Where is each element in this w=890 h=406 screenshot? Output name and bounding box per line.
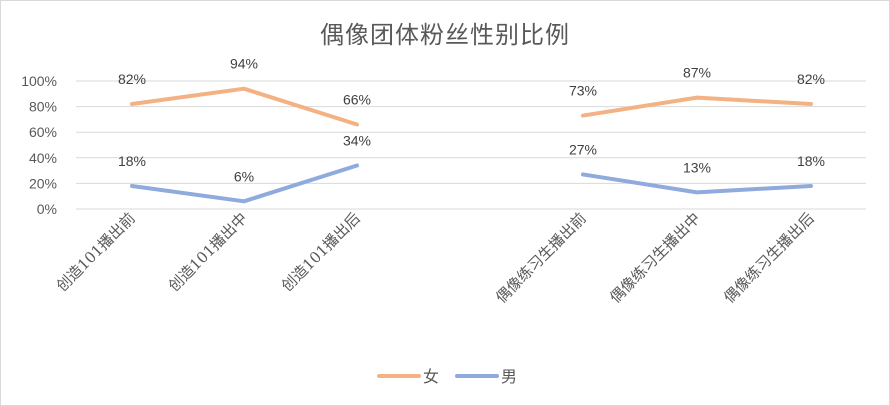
data-label: 6% — [234, 168, 254, 184]
data-label: 13% — [683, 159, 711, 175]
data-label: 34% — [343, 132, 371, 148]
chart-title: 偶像团体粉丝性别比例 — [320, 21, 570, 49]
x-category-label: 创造101播出中 — [165, 209, 251, 295]
y-tick-label: 40% — [29, 150, 57, 166]
x-axis: 创造101播出前 创造101播出中 创造101播出后 偶像练习生播出前 偶像练习生播出中… — [53, 209, 818, 307]
data-label: 73% — [569, 83, 597, 99]
series-line-male — [581, 172, 813, 195]
x-category-label: 创造101播出后 — [278, 209, 364, 295]
y-tick-label: 0% — [37, 201, 57, 217]
y-axis: 0% 20% 40% 60% 80% 100% — [21, 73, 57, 217]
data-labels: 82% 94% 66% 73% 87% 82% 18% 6% 34% 27% 13% 18% — [118, 56, 825, 185]
series-line-female — [581, 95, 813, 118]
series-lines — [130, 86, 813, 204]
legend-label: 男 — [501, 367, 517, 386]
x-category-label: 偶像练习生播出中 — [606, 209, 704, 307]
y-tick-label: 60% — [29, 124, 57, 140]
data-label: 82% — [797, 71, 825, 87]
legend-label: 女 — [423, 367, 439, 386]
x-category-label: 偶像练习生播出前 — [492, 209, 590, 307]
data-label: 66% — [343, 92, 371, 108]
series-line-male — [130, 163, 359, 204]
gridlines — [76, 80, 866, 210]
x-category-label: 创造101播出前 — [53, 209, 139, 295]
x-category-label: 偶像练习生播出后 — [720, 209, 818, 307]
y-tick-label: 100% — [21, 73, 57, 89]
y-tick-label: 80% — [29, 99, 57, 115]
data-label: 27% — [569, 141, 597, 157]
data-label: 18% — [118, 153, 146, 169]
data-label: 82% — [118, 71, 146, 87]
data-label: 18% — [797, 153, 825, 169]
legend: 女男 — [377, 367, 517, 386]
y-tick-label: 20% — [29, 175, 57, 191]
series-line-female — [130, 86, 359, 127]
data-label: 87% — [683, 65, 711, 81]
data-label: 94% — [230, 56, 258, 72]
